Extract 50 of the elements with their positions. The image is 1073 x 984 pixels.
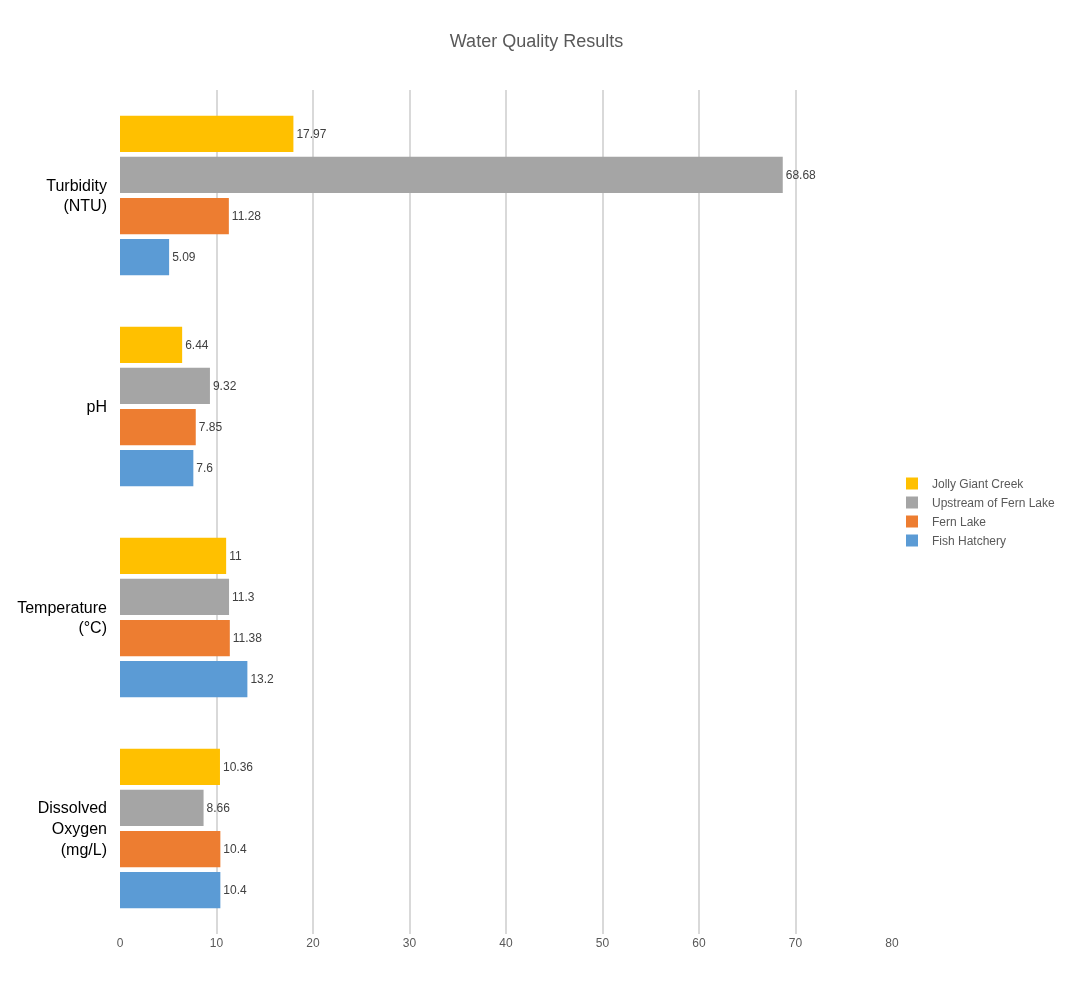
y-tick-label: Dissolved Oxygen (mg/L) [37,799,107,858]
data-label: 7.6 [196,461,214,476]
bar [120,830,221,868]
x-tick-label: 50 [595,936,610,950]
data-label: 8.66 [206,800,231,815]
x-tick-label: 80 [885,936,899,950]
bar [120,326,183,363]
bar [120,450,194,487]
data-label: 10.36 [222,759,254,774]
x-tick-label: 10 [209,936,224,950]
bar [120,872,221,909]
legend-label: Fern Lake [932,515,987,530]
data-label: 17.97 [296,126,327,141]
data-label: 11.3 [232,589,255,604]
data-label: 11.28 [231,209,262,224]
data-label: 9.32 [212,378,237,393]
data-label: 68.68 [785,167,817,182]
bar [120,156,783,194]
bar [120,537,227,574]
bar [120,115,294,152]
data-label: 11 [229,548,242,563]
data-label: 10.4 [223,842,248,857]
data-label: 5.09 [172,250,196,265]
bar [120,197,229,235]
data-label: 7.85 [198,420,223,435]
bar [120,367,210,405]
data-label: 13.2 [250,672,275,687]
legend-label: Fish Hatchery [932,534,1007,549]
bar [120,408,196,446]
x-tick-label: 30 [402,936,417,950]
x-tick-label: 70 [788,936,803,950]
data-label: 10.4 [223,883,248,898]
legend-label: Upstream of Fern Lake [932,496,1056,511]
legend-label: Jolly Giant Creek [932,477,1025,492]
chart-title: Water Quality Results [449,31,624,52]
y-tick-label: pH [86,398,107,416]
x-tick-label: 40 [499,936,513,950]
bar [120,239,170,276]
y-tick-label: Turbidity (NTU) [46,176,107,215]
x-tick-label: 0 [116,936,124,950]
bar [120,661,248,698]
bar [120,789,204,827]
x-tick-label: 20 [306,936,320,950]
x-tick-label: 60 [692,936,706,950]
data-label: 6.44 [185,337,209,352]
bar [120,748,220,785]
bar [120,619,230,657]
data-label: 11.38 [232,631,263,646]
y-tick-label: Temperature (°C) [17,598,108,637]
bar [120,578,230,616]
